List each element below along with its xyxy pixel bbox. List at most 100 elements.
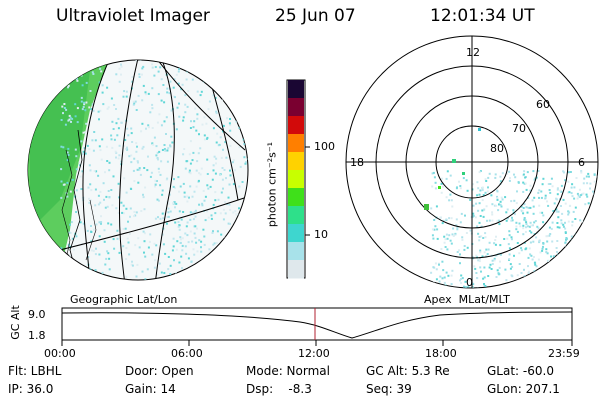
speckle-dot: [579, 232, 582, 234]
speckle-dot: [463, 285, 465, 288]
speckle-dot: [431, 234, 434, 237]
speckle-dot: [177, 221, 180, 223]
speckle-dot: [546, 252, 549, 255]
speckle-dot: [103, 198, 105, 201]
speckle-dot: [87, 256, 90, 258]
speckle-dot: [157, 216, 159, 219]
speckle-dot: [214, 191, 217, 194]
speckle-dot: [163, 272, 166, 274]
speckle-dot: [232, 230, 235, 233]
speckle-dot: [499, 244, 502, 247]
speckle-dot: [198, 133, 200, 136]
speckle-dot: [442, 185, 444, 188]
speckle-dot: [212, 81, 215, 84]
speckle-dot: [92, 228, 95, 231]
speckle-dot: [196, 117, 199, 120]
speckle-dot: [206, 138, 208, 140]
speckle-dot: [173, 58, 175, 60]
speckle-dot: [224, 264, 227, 267]
speckle-dot: [518, 263, 521, 265]
speckle-dot: [107, 222, 110, 225]
speckle-dot: [130, 161, 133, 164]
speckle-dot: [489, 263, 492, 266]
speckle-dot: [75, 268, 78, 271]
speckle-dot: [515, 225, 518, 228]
speckle-dot: [596, 186, 598, 189]
speckle-dot: [101, 91, 104, 94]
speckle-dot: [72, 248, 75, 251]
speckle-dot: [194, 209, 197, 212]
speckle-dot: [596, 196, 598, 199]
speckle-dot: [594, 286, 597, 288]
speckle-dot: [574, 206, 577, 209]
filter-readout: Flt: LBHL: [8, 364, 62, 378]
speckle-dot: [241, 111, 244, 114]
speckle-dot: [499, 175, 502, 178]
speckle-dot: [131, 260, 133, 263]
speckle-dot: [130, 154, 133, 157]
speckle-dot: [574, 218, 577, 220]
speckle-dot: [169, 273, 172, 275]
speckle-dot: [195, 129, 198, 132]
speckle-dot: [235, 120, 238, 123]
speckle-dot: [81, 84, 84, 87]
speckle-dot: [81, 266, 83, 269]
speckle-dot: [509, 267, 512, 270]
speckle-dot: [516, 242, 519, 244]
speckle-dot: [170, 109, 173, 112]
speckle-dot: [91, 103, 94, 106]
speckle-dot: [432, 171, 435, 174]
speckle-dot: [580, 240, 583, 243]
speckle-dot: [63, 84, 66, 87]
speckle-dot: [552, 210, 555, 212]
mode-readout: Mode: Normal: [246, 364, 330, 378]
speckle-dot: [546, 200, 549, 203]
speckle-dot: [228, 259, 231, 262]
speckle-dot: [564, 282, 567, 285]
speckle-dot: [207, 60, 210, 63]
speckle-dot: [516, 274, 519, 277]
speckle-dot: [230, 245, 233, 248]
speckle-dot: [582, 182, 585, 185]
speckle-dot: [182, 182, 185, 185]
speckle-dot: [567, 210, 570, 213]
speckle-dot: [445, 271, 448, 274]
speckle-dot: [199, 94, 202, 97]
speckle-dot: [208, 100, 211, 103]
speckle-dot: [128, 233, 131, 235]
speckle-dot: [484, 236, 487, 239]
speckle-dot: [112, 175, 115, 178]
speckle-dot: [522, 212, 525, 215]
speckle-dot: [84, 109, 87, 112]
speckle-dot: [570, 186, 573, 189]
speckle-dot: [225, 156, 228, 159]
speckle-dot: [450, 217, 453, 220]
time: 12:01:34 UT: [430, 6, 535, 26]
speckle-dot: [222, 124, 225, 127]
speckle-dot: [166, 87, 169, 90]
speckle-dot: [189, 127, 192, 129]
speckle-dot: [217, 64, 220, 67]
speckle-dot: [570, 192, 573, 195]
speckle-dot: [452, 235, 455, 237]
speckle-dot: [138, 246, 141, 249]
seq-readout: Seq: 39: [366, 382, 412, 396]
speckle-dot: [521, 210, 524, 213]
speckle-dot: [578, 262, 581, 265]
speckle-dot: [464, 214, 466, 217]
speckle-dot: [174, 186, 176, 189]
speckle-dot: [67, 154, 70, 156]
speckle-dot: [116, 134, 119, 137]
speckle-dot: [560, 219, 563, 222]
speckle-dot: [130, 263, 133, 266]
speckle-dot: [498, 223, 501, 226]
speckle-dot: [493, 259, 496, 262]
speckle-dot: [471, 286, 474, 288]
speckle-dot: [173, 201, 176, 204]
speckle-dot: [525, 226, 527, 229]
speckle-dot: [541, 249, 544, 252]
speckle-dot: [532, 289, 534, 291]
speckle-dot: [155, 57, 157, 59]
lat-label-70: 70: [512, 122, 526, 135]
speckle-dot: [154, 259, 157, 262]
